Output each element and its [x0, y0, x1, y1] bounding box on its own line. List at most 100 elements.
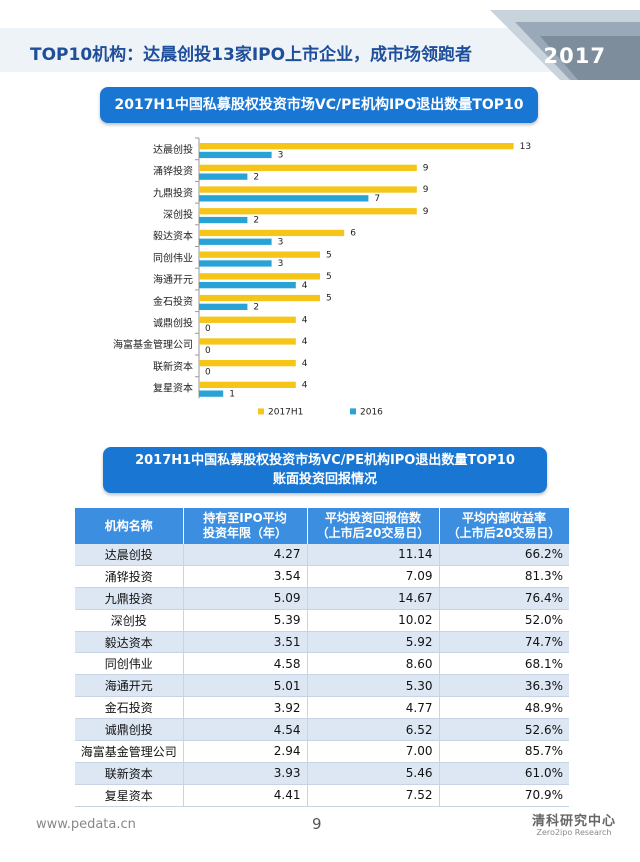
category-label: 金石投资 [153, 295, 193, 308]
value-cell: 3.92 [183, 696, 308, 720]
bar-2017H1 [199, 294, 320, 302]
table-row: 九鼎投资 5.09 14.67 76.4% [75, 587, 569, 610]
zero2ipo-logo: 清科研究中心 Zero2ipo Research [524, 810, 624, 837]
bar-value-label: 13 [520, 142, 531, 152]
table-header-row: 机构名称 持有至IPO平均 投资年限（年） 平均投资回报倍数 （上市后20交易日） 平均内… [75, 508, 570, 544]
bar-2017H1 [199, 316, 296, 323]
value-cell: 4.54 [183, 718, 308, 742]
col-header-1: 持有至IPO平均 投资年限（年） [183, 508, 308, 544]
org-name-cell: 涌铧投资 [75, 565, 184, 588]
category-label: 深创投 [163, 208, 193, 221]
legend-label: 2017H1 [268, 407, 303, 417]
bar-value-label: 3 [278, 259, 284, 269]
bar-2016 [199, 282, 296, 289]
value-cell: 8.60 [307, 652, 440, 676]
value-cell: 74.7% [439, 631, 569, 654]
value-cell: 66.2% [439, 544, 569, 566]
col-header-line2: （上市后20交易日） [447, 526, 561, 540]
logo-text-cn: 清科研究中心 [531, 814, 616, 829]
bar-value-label: 4 [302, 337, 308, 347]
col-header-line2: （上市后20交易日） [316, 526, 430, 540]
value-cell: 5.01 [183, 674, 308, 698]
header-band [0, 10, 640, 80]
value-cell: 48.9% [439, 696, 569, 720]
category-label: 毅达资本 [153, 230, 193, 243]
value-cell: 5.46 [307, 762, 440, 785]
col-header-line1: 平均投资回报倍数 [324, 511, 421, 525]
value-cell: 4.27 [183, 544, 308, 566]
bar-2017H1 [199, 251, 320, 258]
col-header-line1: 机构名称 [104, 518, 153, 533]
value-cell: 11.14 [307, 544, 440, 566]
table-row: 同创伟业 4.58 8.60 68.1% [75, 652, 569, 676]
table-row: 达晨创投 4.27 11.14 66.2% [75, 544, 569, 566]
bar-2017H1 [199, 164, 417, 171]
legend-label: 2016 [360, 407, 383, 417]
table-row: 海富基金管理公司 2.94 7.00 85.7% [75, 740, 569, 763]
logo-text-en: Zero2ipo Research [536, 828, 612, 837]
category-label: 海通开元 [153, 273, 193, 286]
bar-value-label: 2 [253, 172, 259, 182]
bar-value-label: 5 [326, 294, 332, 304]
bar-value-label: 0 [205, 368, 211, 378]
col-header-0: 机构名称 [75, 508, 184, 544]
value-cell: 2.94 [183, 740, 308, 763]
bar-2017H1 [199, 381, 296, 388]
year-label: 2017 [543, 44, 606, 68]
bar-value-label: 4 [302, 281, 308, 291]
value-cell: 4.77 [307, 696, 440, 720]
bar-value-label: 9 [423, 207, 429, 217]
org-name-cell: 达晨创投 [75, 544, 184, 566]
bar-2017H1 [199, 338, 296, 345]
category-label: 涌铧投资 [153, 165, 193, 178]
bar-value-label: 3 [278, 237, 284, 247]
bar-value-label: 4 [302, 315, 308, 325]
bar-value-label: 5 [326, 272, 332, 282]
bar-2016 [199, 195, 369, 202]
table-row: 金石投资 3.92 4.77 48.9% [75, 696, 569, 720]
value-cell: 5.39 [183, 609, 308, 632]
value-cell: 7.52 [307, 784, 440, 807]
value-cell: 81.3% [439, 565, 569, 588]
table-title: 2017H1中国私募股权投资市场VC/PE机构IPO退出数量TOP10 账面投资… [103, 447, 547, 493]
value-cell: 7.09 [307, 565, 440, 588]
org-name-cell: 同创伟业 [75, 652, 184, 676]
value-cell: 7.00 [307, 740, 440, 763]
bar-value-label: 4 [302, 359, 308, 369]
bar-2016 [199, 173, 248, 180]
page-number: 9 [312, 815, 322, 833]
org-name-cell: 深创投 [75, 609, 184, 632]
value-cell: 4.41 [183, 784, 308, 807]
bar-2017H1 [199, 186, 417, 193]
bar-2016 [199, 260, 272, 267]
org-name-cell: 毅达资本 [75, 631, 184, 654]
category-label: 同创伟业 [153, 251, 193, 264]
value-cell: 14.67 [307, 587, 440, 610]
table-body: 达晨创投 4.27 11.14 66.2% 涌铧投资 3.54 7.09 81.3% 九鼎投资 5… [75, 544, 569, 807]
col-header-2: 平均投资回报倍数 （上市后20交易日） [307, 508, 440, 544]
bar-value-label: 1 [229, 389, 235, 399]
table-title-line1: 2017H1中国私募股权投资市场VC/PE机构IPO退出数量TOP10 [135, 453, 515, 468]
category-label: 联新资本 [153, 360, 193, 373]
bar-value-label: 3 [278, 151, 284, 161]
value-cell: 10.02 [307, 609, 440, 632]
footer-url[interactable]: www.pedata.cn [36, 817, 136, 832]
bar-2017H1 [199, 143, 514, 150]
org-name-cell: 海通开元 [75, 674, 184, 698]
bar-value-label: 9 [423, 164, 429, 174]
org-name-cell: 金石投资 [75, 696, 184, 720]
table-row: 深创投 5.39 10.02 52.0% [75, 609, 569, 632]
category-label: 复星资本 [153, 382, 193, 395]
bar-2017H1 [199, 229, 345, 237]
table-row: 海通开元 5.01 5.30 36.3% [75, 674, 569, 698]
bar-2016 [199, 390, 224, 397]
table-row: 诚鼎创投 4.54 6.52 52.6% [75, 718, 569, 742]
bar-2016 [199, 303, 248, 310]
bar-2016 [199, 238, 272, 245]
col-header-3: 平均内部收益率 （上市后20交易日） [439, 508, 570, 544]
bar-value-label: 0 [205, 346, 211, 356]
value-cell: 5.92 [307, 631, 440, 654]
bar-value-label: 7 [374, 194, 380, 204]
value-cell: 85.7% [439, 740, 569, 763]
bar-value-label: 2 [253, 303, 259, 313]
